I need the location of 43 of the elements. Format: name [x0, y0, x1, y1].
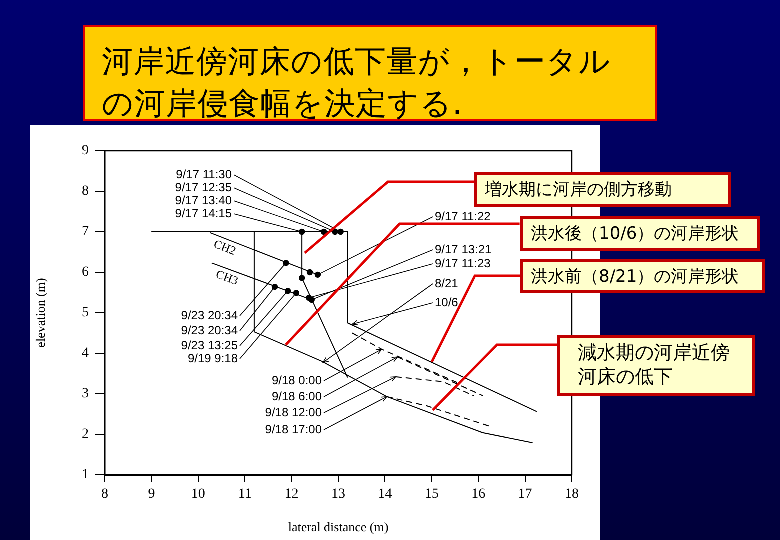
annotation: 9/17 14:15	[175, 206, 232, 220]
annotation: 9/17 11:30	[176, 167, 232, 182]
annotation: 10/6	[435, 295, 459, 310]
x-tick-label: 15	[424, 487, 439, 502]
x-tick-label: 9	[148, 487, 156, 502]
annotation: 9/23 20:34	[181, 308, 238, 322]
annotation: 減水期の河岸近傍河床の低下	[577, 341, 731, 390]
text: CH3	[214, 267, 240, 288]
y-tick-label: 6	[82, 265, 89, 280]
y-tick-label: 9	[82, 144, 89, 159]
y-tick-label: 3	[82, 386, 89, 402]
chart-title: 河岸近傍河床の低下量が，トータルの河岸侵食幅を決定する.	[83, 25, 657, 122]
x-tick-label: 12	[284, 487, 299, 502]
annotation: 9/17 11:22	[435, 209, 492, 224]
y-tick-label: 5	[82, 306, 89, 321]
text: CH2	[212, 236, 238, 258]
annotation: 9/18 0:00	[272, 373, 322, 388]
y-tick-label: 7	[82, 224, 89, 240]
x-tick-label: 14	[378, 487, 392, 502]
annotation: 9/17 11:23	[435, 256, 492, 270]
annotation: 9/23 13:25	[181, 338, 238, 352]
y-axis-title: elevation (m)	[33, 278, 48, 348]
x-tick-label: 13	[332, 487, 346, 502]
y-tick-label: 4	[82, 346, 89, 362]
x-tick-label: 8	[102, 487, 108, 502]
x-tick-label: 16	[472, 487, 486, 502]
annotation: 9/17 13:40	[175, 193, 232, 208]
x-tick-label: 18	[565, 487, 579, 502]
y-tick-label: 1	[82, 468, 89, 483]
annotation: 9/18 6:00	[272, 389, 322, 404]
x-axis-title: lateral distance (m)	[288, 520, 389, 535]
y-tick-label: 8	[82, 184, 89, 200]
annotation: 9/17 13:21	[435, 242, 492, 256]
x-tick-label: 17	[518, 487, 532, 502]
x-tick-label: 10	[191, 487, 206, 502]
annotation: 9/17 12:35	[175, 180, 232, 194]
annotation: 9/18 17:00	[265, 422, 322, 436]
annotation: 8/21	[435, 276, 459, 290]
x-tick-label: 11	[238, 487, 252, 502]
annotation: 9/18 12:00	[265, 405, 322, 420]
annotation: 9/23 20:34	[181, 323, 238, 338]
annotation: 9/19 9:18	[188, 351, 238, 366]
y-tick-label: 2	[82, 427, 89, 442]
